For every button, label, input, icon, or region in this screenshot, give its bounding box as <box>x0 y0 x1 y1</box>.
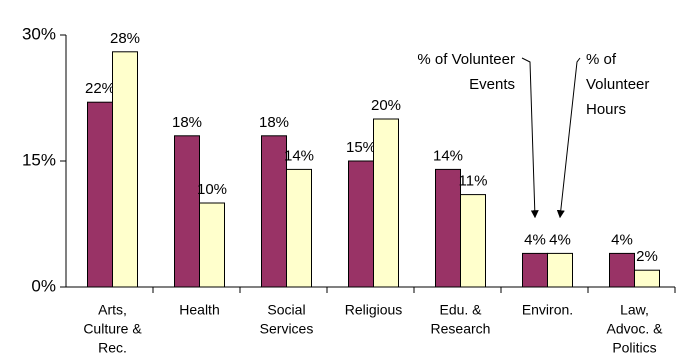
x-tick-label: Religious <box>345 302 403 318</box>
x-tick-label: Research <box>431 321 491 337</box>
bar <box>634 269 660 288</box>
x-tick-label: Politics <box>612 340 656 356</box>
annotation-arrow <box>521 57 539 219</box>
value-label: 18% <box>259 114 289 131</box>
annotation: Volunteer <box>586 76 649 93</box>
x-tick-label: Health <box>179 302 219 318</box>
bar <box>87 101 113 288</box>
y-tick-label: 0% <box>31 276 56 295</box>
bar <box>286 168 312 288</box>
value-label: 18% <box>172 114 202 131</box>
x-tick-label: Rec. <box>98 340 127 356</box>
annotation-arrow <box>556 57 581 219</box>
bar <box>547 252 573 288</box>
x-tick-label: Culture & <box>83 321 142 337</box>
bar <box>373 118 399 288</box>
value-label: 4% <box>549 231 571 248</box>
bar <box>199 202 225 288</box>
annotation: % of Volunteer <box>417 51 515 68</box>
bar <box>460 194 486 288</box>
value-label: 14% <box>433 147 463 164</box>
y-tick-label: 15% <box>22 150 56 169</box>
bar <box>261 135 287 288</box>
x-tick-label: Advoc. & <box>606 321 663 337</box>
bar <box>522 252 548 288</box>
value-label: 11% <box>459 173 488 190</box>
x-tick-label: Social <box>267 302 305 318</box>
annotation: % of <box>586 51 617 68</box>
value-label: 28% <box>110 30 140 47</box>
value-label: 15% <box>346 139 376 156</box>
bar <box>112 51 138 288</box>
annotation: Hours <box>586 101 626 118</box>
x-tick-label: Environ. <box>522 302 573 318</box>
bar <box>348 160 374 288</box>
x-tick-label: Services <box>260 321 314 337</box>
value-label: 4% <box>611 231 633 248</box>
x-tick-label: Edu. & <box>439 302 482 318</box>
x-tick-label: Arts, <box>98 302 127 318</box>
bar <box>174 135 200 288</box>
value-label: 2% <box>636 248 658 265</box>
value-label: 20% <box>371 97 401 114</box>
value-label: 4% <box>524 231 546 248</box>
value-label: 10% <box>197 181 227 198</box>
value-label: 14% <box>284 147 314 164</box>
bar <box>435 168 461 288</box>
annotation: Events <box>469 76 515 93</box>
bar <box>609 252 635 288</box>
value-label: 22% <box>85 80 115 97</box>
y-tick-label: 30% <box>22 24 56 43</box>
x-tick-label: Law, <box>620 302 649 318</box>
